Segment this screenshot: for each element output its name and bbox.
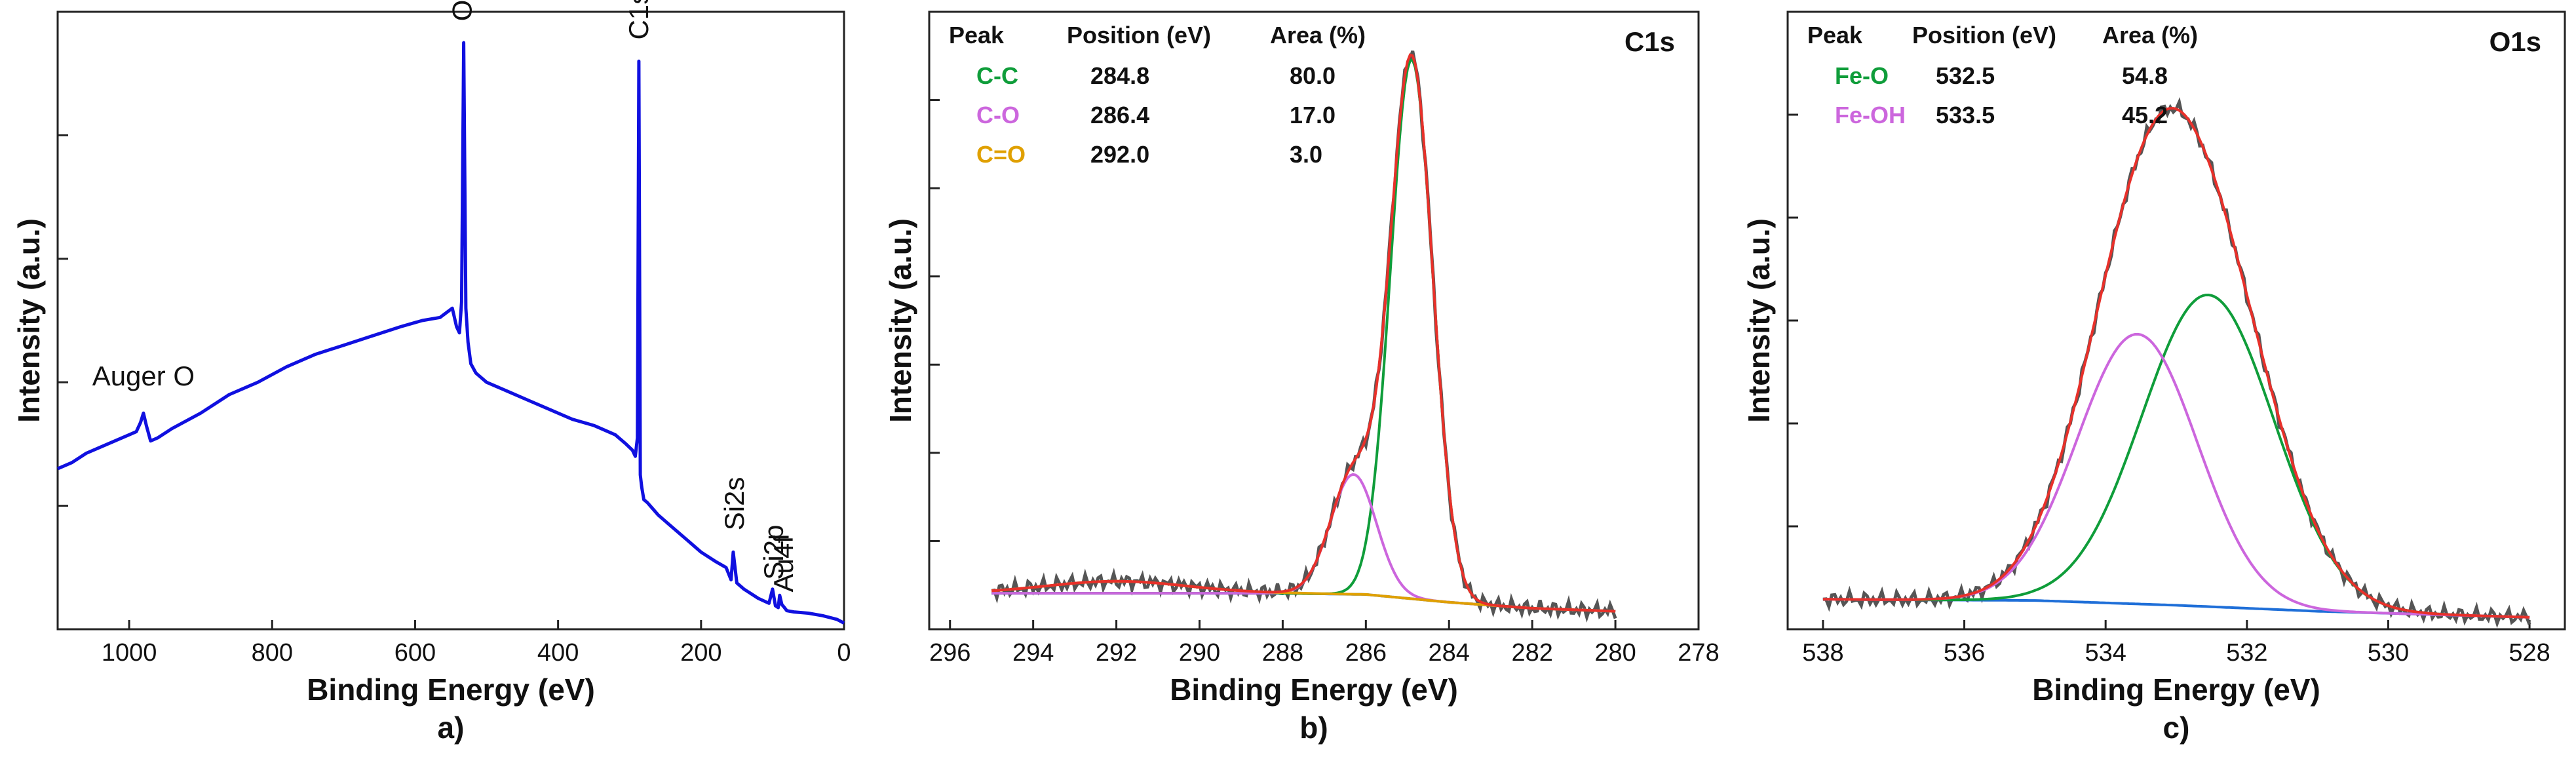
x-tick-label: 292 [1096,639,1137,667]
measured-data-line [991,50,1617,623]
x-axis-title: Binding Energy (eV) [2032,673,2320,707]
peak-annotation: Si2p [758,525,789,580]
table-peak-name: C-O [976,102,1020,128]
envelope-line [1822,107,2530,619]
x-tick-label: 800 [252,639,293,667]
table-peak-name: Fe-O [1835,62,1889,89]
x-tick-label: 296 [929,639,971,667]
x-axis-title: Binding Energy (eV) [1170,673,1458,707]
panel-a-survey: 1000 800 600 400 200 0 Binding Energy (eV) Inte… [12,0,851,745]
peak-annotation: Auger O [92,361,195,391]
peak-annotation: C1s [623,0,654,40]
x-tick-label: 538 [1802,639,1843,667]
table-position: 292.0 [1090,141,1149,168]
component-line-feoh [1822,332,2530,619]
plot-frame [56,10,845,631]
x-tick-label: 282 [1511,639,1552,667]
table-position: 286.4 [1090,102,1149,128]
table-peak-name: C-C [976,62,1018,89]
component-line-feo [1822,293,2530,619]
x-tick-label: 294 [1012,639,1054,667]
x-tick-label: 532 [2226,639,2267,667]
panel-c-o1s: 538 536 534 532 530 528 Binding Energy (eV) Int… [1742,10,2566,745]
table-header: Position (eV) [1912,22,2056,49]
table-header: Area (%) [1270,22,1366,49]
y-axis-title: Intensity (a.u.) [1742,218,1776,423]
x-tick-label: 0 [837,639,851,667]
table-position: 533.5 [1936,102,1995,128]
panel-label: c) [2163,711,2190,745]
table-peak-name: C=O [976,141,1026,168]
table-area: 80.0 [1290,62,1336,89]
x-tick-label: 284 [1429,639,1470,667]
x-tick-label: 286 [1345,639,1387,667]
peak-annotation: O1s [447,0,478,21]
peak-annotation: Si2s [719,477,750,531]
peak-annotation: Au4f [768,536,799,593]
envelope-line [991,53,1616,613]
table-header: Position (eV) [1067,22,1211,49]
table-position: 284.8 [1090,62,1149,89]
table-header: Peak [949,22,1005,49]
x-tick-label: 528 [2509,639,2550,667]
y-axis-title: Intensity (a.u.) [883,218,917,423]
component-line-co [991,473,1616,613]
x-tick-label: 290 [1179,639,1220,667]
panel-b-c1s: 296 294 292 290 288 286 284 282 280 278 Binding En… [883,10,1720,745]
table-area: 17.0 [1290,102,1336,128]
x-tick-label: 280 [1594,639,1636,667]
panel-label: b) [1299,711,1328,745]
plot-frame [928,10,1700,631]
survey-spectrum-line [57,41,845,625]
measured-data-line [1822,97,2531,629]
y-axis-title: Intensity (a.u.) [12,218,46,423]
table-peak-name: Fe-OH [1835,102,1906,128]
table-position: 532.5 [1936,62,1995,89]
panel-label: a) [438,711,465,745]
x-tick-label: 400 [537,639,579,667]
region-label: O1s [2489,26,2541,57]
x-tick-label: 1000 [102,639,157,667]
region-label: C1s [1624,26,1675,57]
table-header: Area (%) [2102,22,2198,49]
table-header: Peak [1807,22,1863,49]
x-axis-title: Binding Energy (eV) [307,673,595,707]
x-tick-label: 536 [1944,639,1985,667]
x-tick-label: 600 [394,639,436,667]
table-area: 45.2 [2122,102,2168,128]
table-area: 3.0 [1290,141,1322,168]
x-tick-label: 288 [1262,639,1303,667]
x-tick-label: 278 [1678,639,1719,667]
x-tick-label: 200 [680,639,721,667]
x-tick-label: 530 [2368,639,2409,667]
x-tick-label: 534 [2085,639,2126,667]
table-area: 54.8 [2122,62,2168,89]
